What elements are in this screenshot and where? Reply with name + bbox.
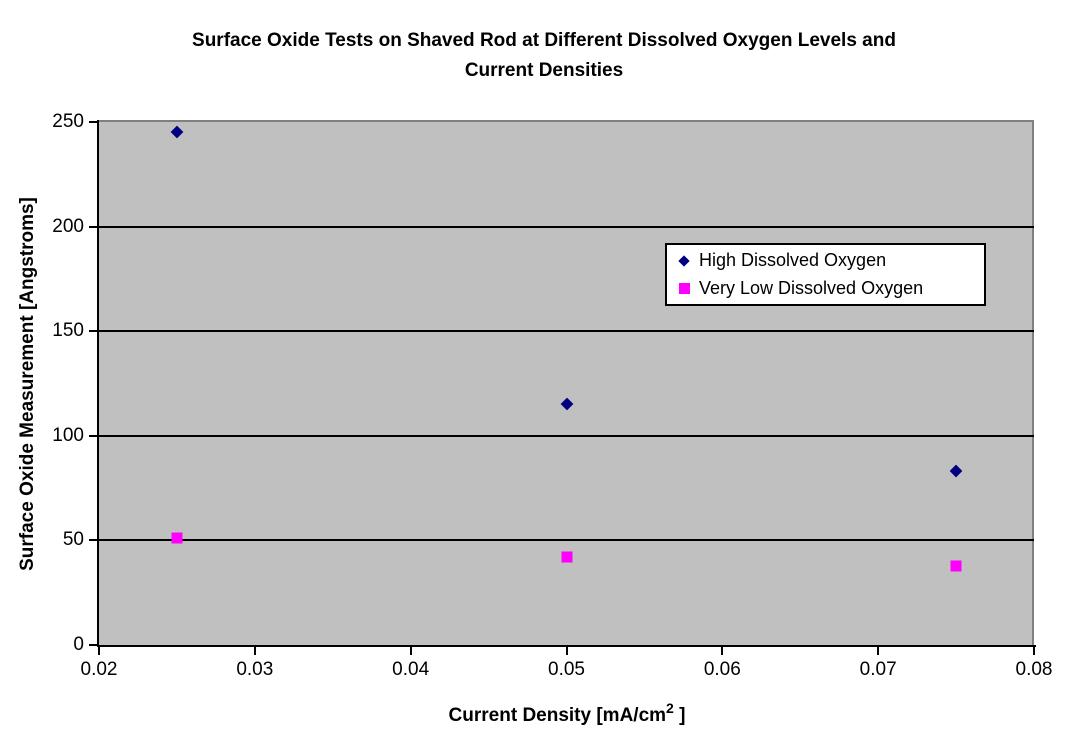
square-icon [678, 283, 690, 294]
x-axis-title-superscript: 2 [666, 700, 674, 716]
chart-title-line-2: Current Densities [464, 60, 624, 81]
x-tick-label-0.05: 0.05 [548, 659, 585, 680]
x-axis-line [97, 645, 1036, 647]
x-tick-mark-0.06 [721, 647, 724, 655]
gridline-100 [99, 434, 1034, 437]
diamond-icon [678, 254, 690, 267]
legend-marker-box [676, 281, 692, 297]
x-tick-label-0.06: 0.06 [703, 659, 741, 680]
y-tick-mark-200 [89, 225, 97, 228]
plot-area [99, 120, 1034, 645]
x-tick-mark-0.03 [253, 647, 256, 655]
y-axis-line [97, 120, 99, 647]
y-tick-label-0: 0 [73, 634, 84, 655]
legend-label: Very Low Dissolved Oxygen [699, 278, 924, 298]
y-tick-mark-0 [89, 644, 97, 646]
gridline-150 [99, 330, 1034, 333]
x-axis-title: Current Density [mA/cm2 ] [448, 700, 686, 730]
y-tick-label-100: 100 [52, 424, 84, 446]
x-axis-title-suffix: ] [673, 705, 686, 726]
point-very-low-dissolved-oxygen-3 [950, 560, 962, 571]
x-axis-title-text: Current Density [mA/cm [448, 705, 667, 726]
x-tick-mark-0.04 [409, 647, 412, 655]
x-tick-mark-0.05 [565, 647, 568, 655]
y-tick-label-200: 200 [52, 215, 84, 237]
gridline-200 [99, 225, 1034, 228]
chart-title: Surface Oxide Tests on Shaved Rod at Dif… [0, 26, 1088, 86]
y-tick-mark-50 [89, 539, 97, 542]
gridline-50 [99, 539, 1034, 542]
x-tick-mark-0.02 [98, 647, 100, 655]
x-tick-mark-0.08 [1033, 647, 1035, 655]
legend-item-very-low-dissolved-oxygen: Very Low Dissolved Oxygen [667, 275, 984, 303]
point-very-low-dissolved-oxygen-2 [561, 551, 572, 563]
x-tick-label-0.08: 0.08 [1015, 659, 1053, 680]
legend-item-high-dissolved-oxygen: High Dissolved Oxygen [667, 247, 984, 275]
y-axis-title: Surface Oxide Measurement [Angstroms] [17, 197, 38, 571]
x-tick-label-0.07: 0.07 [859, 659, 897, 680]
y-tick-mark-150 [89, 330, 97, 333]
chart-title-line-1: Surface Oxide Tests on Shaved Rod at Dif… [192, 30, 896, 51]
y-tick-label-150: 150 [52, 320, 84, 342]
x-tick-label-0.02: 0.02 [80, 659, 118, 680]
x-tick-label-0.03: 0.03 [236, 659, 274, 680]
legend-marker-box [676, 253, 692, 269]
point-very-low-dissolved-oxygen-1 [171, 532, 183, 544]
x-tick-mark-0.07 [877, 647, 880, 655]
x-tick-label-0.04: 0.04 [392, 659, 430, 680]
legend: High Dissolved Oxygen Very Low Dissolved… [665, 243, 986, 306]
y-tick-mark-250 [89, 121, 97, 123]
y-tick-label-50: 50 [62, 529, 84, 551]
legend-label: High Dissolved Oxygen [699, 250, 887, 270]
y-tick-label-250: 250 [52, 111, 84, 132]
y-tick-mark-100 [89, 434, 97, 437]
